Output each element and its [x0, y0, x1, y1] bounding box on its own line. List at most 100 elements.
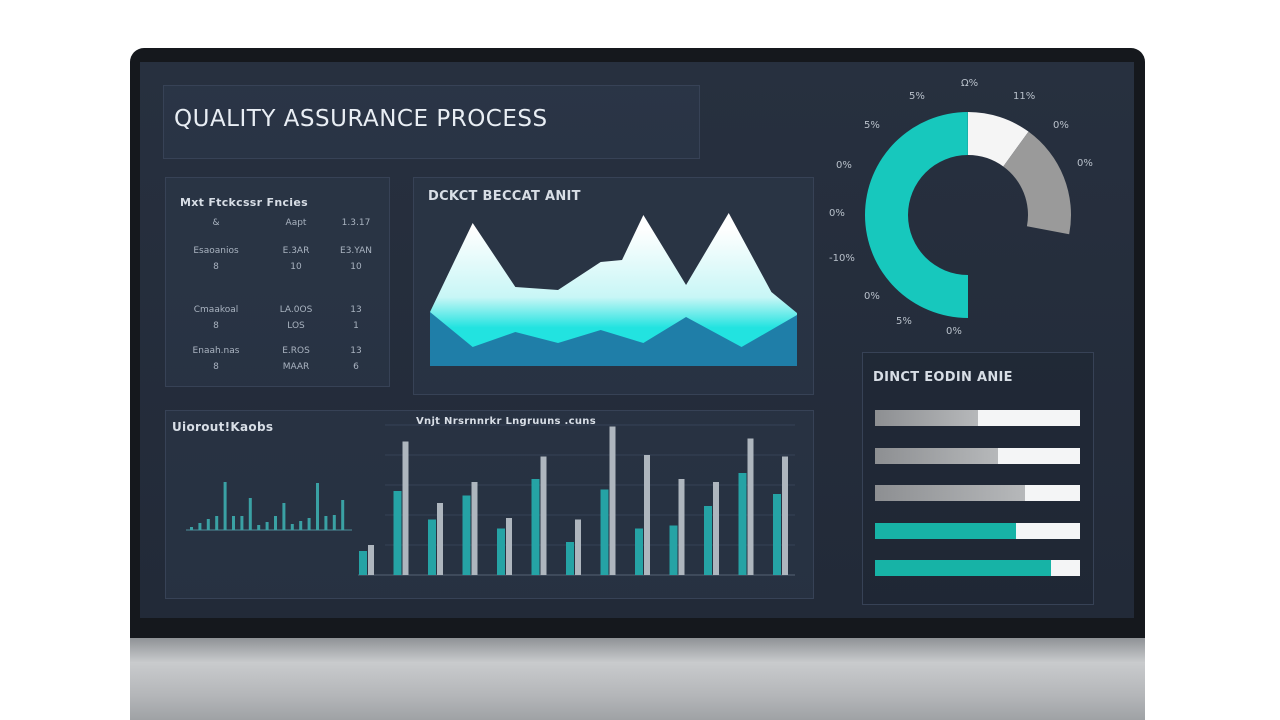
bar-series-b [575, 519, 581, 575]
bar-series-a [669, 525, 678, 575]
mini-chart-bar [198, 523, 202, 530]
mini-chart-bar [316, 483, 319, 530]
table-cell: MAAR [282, 362, 310, 372]
table-cell: 8 [213, 362, 219, 372]
bar-series-a [497, 528, 505, 575]
bar-series-a [738, 473, 747, 575]
mini-chart-bar [332, 515, 336, 530]
table-cell: E3.YAN [340, 246, 372, 256]
mini-chart-bar [307, 518, 311, 530]
progress-fill [875, 447, 998, 464]
table-cell: & [212, 218, 220, 228]
bar-series-b [506, 518, 512, 575]
donut-label: 0% [1053, 120, 1069, 131]
bar-series-b [644, 455, 650, 575]
mini-chart-bar [299, 521, 303, 530]
mini-chart-bar [248, 498, 252, 530]
table-cell: 1 [353, 321, 359, 331]
bar-series-a [704, 506, 712, 575]
table-cell: LOS [287, 321, 305, 331]
bar-series-a [566, 542, 574, 575]
donut-label: -10% [829, 253, 855, 264]
donut-label: 0% [836, 160, 852, 171]
bar-series-b [609, 426, 616, 575]
table-cell: 10 [350, 262, 362, 272]
page-title: QUALITY ASSURANCE PROCESS [174, 106, 548, 132]
donut-label: 11% [1013, 91, 1036, 102]
metrics-table-title: Mxt Ftckcssr Fncies [180, 196, 308, 209]
bar-series-b [402, 441, 409, 575]
donut-label: 5% [864, 120, 880, 131]
title-panel: QUALITY ASSURANCE PROCESS [163, 85, 700, 159]
table-cell: 13 [350, 305, 362, 315]
bar-series-b [540, 456, 547, 575]
mini-chart-bar [232, 516, 235, 530]
progress-fill [875, 522, 1017, 539]
bar-series-b [713, 482, 719, 575]
bar-series-a [428, 519, 436, 575]
progress-panel-title: DINCT EODIN ANIE [873, 370, 1013, 385]
table-cell: E.ROS [282, 346, 310, 356]
donut-label: 0% [1077, 158, 1093, 169]
progress-bar [875, 447, 1080, 464]
progress-bar [875, 410, 1080, 426]
table-cell: 10 [290, 262, 302, 272]
mini-chart-bar [240, 516, 244, 530]
bar-chart-title: Vnjt Nrsrnnrkr Lngruuns .cuns [416, 416, 596, 427]
mini-chart-bar [190, 527, 193, 530]
bar-series-a [462, 495, 471, 575]
table-cell: 8 [213, 321, 219, 331]
bar-series-a [393, 491, 402, 575]
mini-chart-bar [223, 482, 227, 530]
table-cell: E.3AR [282, 246, 310, 256]
table-cell: LA.0OS [279, 305, 313, 315]
table-cell: Esaoanios [193, 246, 239, 256]
table-cell: Cmaakoal [193, 305, 239, 315]
progress-fill [875, 560, 1052, 576]
bar-series-a [600, 489, 609, 575]
donut-segment-white [968, 112, 1029, 167]
bar-series-b [471, 482, 478, 575]
table-cell: 8 [213, 262, 219, 272]
mini-chart-bar [265, 522, 269, 530]
mini-chart-bar [324, 516, 328, 530]
mini-chart-bar [290, 524, 294, 530]
donut-segment-teal [864, 112, 968, 319]
bar-series-b [437, 503, 443, 575]
progress-fill [875, 485, 1025, 501]
mini-chart-bar [206, 519, 210, 530]
donut-label: 0% [829, 208, 845, 219]
bar-series-a [635, 528, 643, 575]
table-cell: 1.3.17 [341, 218, 371, 228]
progress-bar [875, 485, 1080, 501]
table-cell: Aapt [285, 218, 307, 228]
bar-series-b [782, 456, 788, 575]
mini-chart-bar [282, 503, 286, 530]
area-chart-title: DCKCT BECCAT ANIT [428, 189, 581, 204]
table-cell: 6 [353, 362, 359, 372]
mini-chart-bar [215, 516, 219, 530]
donut-segment-gray [1003, 131, 1071, 235]
progress-bar [875, 560, 1080, 576]
area-series-lower [430, 312, 797, 366]
progress-bar [875, 522, 1080, 539]
mini-chart-title: Uiorout!Kaobs [172, 420, 274, 434]
monitor-stand [130, 638, 1145, 720]
donut-label: 0% [946, 326, 962, 337]
mini-chart-bar [341, 500, 345, 530]
metrics-table-panel: Mxt Ftckcssr Fncies & Aapt 1.3.17 Esaoanios… [165, 177, 390, 387]
bar-series-b [678, 479, 685, 575]
donut-label: 5% [896, 316, 912, 327]
bar-series-a [531, 479, 540, 575]
donut-label: Ω% [961, 78, 979, 89]
donut-label: 0% [864, 291, 880, 302]
bar-series-a [359, 551, 367, 575]
progress-fill [875, 410, 978, 426]
bar-series-b [368, 545, 374, 575]
table-cell: Enaah.nas [192, 346, 240, 356]
mini-chart-bar [274, 516, 277, 530]
mini-chart-bar [257, 525, 261, 530]
table-cell: 13 [350, 346, 362, 356]
bar-series-b [747, 438, 754, 575]
